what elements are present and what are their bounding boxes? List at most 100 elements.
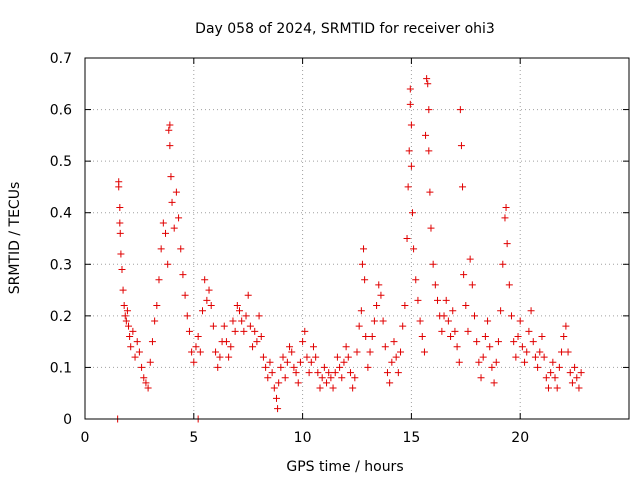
y-tick-label: 0.2 [50,309,72,325]
data-point [251,327,259,335]
data-point [525,327,533,335]
data-point [201,276,209,284]
data-point [262,363,270,371]
data-point [425,106,433,114]
data-point [431,281,439,289]
data-point [299,338,307,346]
data-point [121,312,129,320]
data-point [370,317,378,325]
data-point [172,188,180,196]
data-point [342,343,350,351]
data-point [386,379,394,387]
data-point [449,307,457,315]
data-point [523,348,531,356]
data-point [429,260,437,268]
data-point [225,353,233,361]
data-point [290,363,298,371]
data-point [240,327,248,335]
y-tick-labels: 0 0.1 0.2 0.3 0.4 0.5 0.6 0.7 [50,51,72,428]
data-point [294,379,302,387]
data-point [336,363,344,371]
data-point [340,358,348,366]
data-point [165,126,173,134]
data-point [438,327,446,335]
data-point [133,338,141,346]
data-point [207,302,215,310]
data-point [123,307,131,315]
data-point [381,343,389,351]
data-point [303,353,311,361]
data-point [468,281,476,289]
data-point [229,317,237,325]
data-point [403,235,411,242]
data-point [277,363,285,371]
data-point [246,322,254,330]
data-point [407,162,415,170]
data-point [157,245,165,253]
data-point [366,348,374,356]
data-point [460,271,468,279]
data-point [377,291,385,299]
data-point [536,348,544,356]
data-point [323,379,331,387]
data-point [283,358,291,366]
data-point [562,322,570,330]
data-point [494,338,502,346]
data-point [307,358,315,366]
data-point [214,363,222,371]
data-point [309,343,317,351]
data-point [418,332,426,340]
data-point [481,332,489,340]
data-point [484,317,492,325]
data-point [170,224,178,232]
data-point [115,183,123,191]
data-point [547,369,555,377]
data-point [490,379,498,387]
data-point [399,322,407,330]
data-point [475,358,483,366]
data-point [553,384,561,392]
data-point [521,358,529,366]
data-point [148,338,156,346]
data-point [125,322,133,330]
data-point [408,209,416,217]
data-point [542,374,550,382]
data-point [131,353,139,361]
data-point [325,369,333,377]
data-point [502,204,510,212]
data-point [440,312,448,320]
data-point [301,327,309,335]
data-point [222,338,230,346]
data-point [434,296,442,304]
data-point [235,307,243,315]
data-point [296,358,304,366]
data-point [264,374,272,382]
data-point [117,250,125,258]
data-point [238,317,246,325]
data-point [212,348,220,356]
data-point [423,75,431,83]
data-point [116,219,124,227]
gridlines [85,58,629,419]
y-tick-label: 0.7 [50,51,72,67]
data-point [181,291,189,299]
data-point [568,379,576,387]
data-point [275,379,283,387]
data-point [216,353,224,361]
data-point [540,353,548,361]
data-point [120,302,128,310]
data-point [188,348,196,356]
data-point [412,276,420,284]
data-point [118,265,126,273]
data-point [444,317,452,325]
data-point [244,291,252,299]
data-point [360,245,368,253]
data-points [114,75,585,423]
data-point [305,369,313,377]
data-point [142,379,150,387]
data-point [368,332,376,340]
data-point [358,260,366,268]
data-point [406,100,414,108]
data-point [477,374,485,382]
